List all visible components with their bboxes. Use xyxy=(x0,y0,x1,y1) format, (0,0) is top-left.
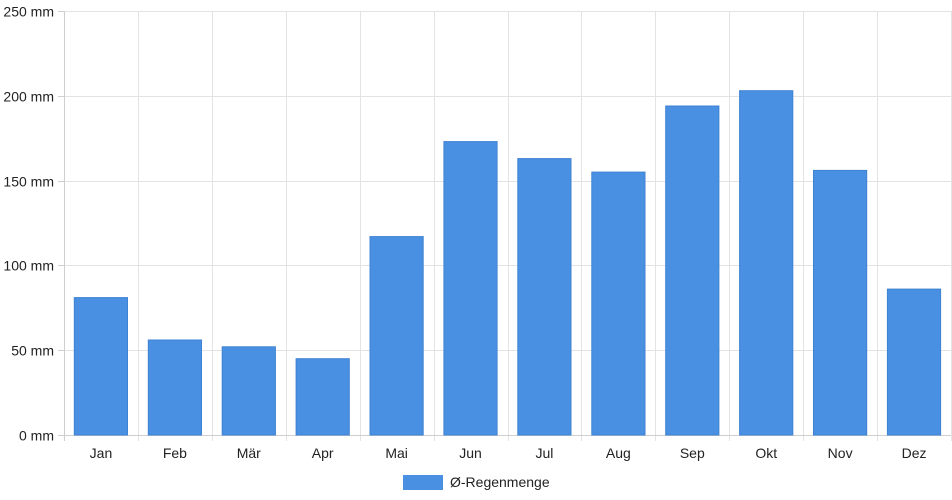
x-tick-label: Sep xyxy=(680,445,705,461)
bar-series xyxy=(73,90,942,436)
x-tick-label: Jun xyxy=(459,445,482,461)
x-tick-label: Aug xyxy=(606,445,631,461)
axes xyxy=(58,11,951,441)
grid-lines xyxy=(64,11,952,441)
bar-jun[interactable] xyxy=(443,141,498,436)
bar-jul[interactable] xyxy=(517,158,572,436)
x-tick-label: Feb xyxy=(163,445,187,461)
bar-jan[interactable] xyxy=(73,297,129,436)
x-tick-label: Jul xyxy=(536,445,554,461)
y-tick-label: 250 mm xyxy=(3,4,54,20)
y-tick-label: 100 mm xyxy=(3,258,54,274)
bar-okt[interactable] xyxy=(739,90,794,436)
legend-label[interactable]: Ø-Regenmenge xyxy=(450,474,550,490)
x-axis-tick-labels: Jan Feb Mär Apr Mai Jun Jul Aug Sep Okt Nov Dez xyxy=(90,445,927,461)
x-tick-label: Mai xyxy=(385,445,408,461)
x-tick-label: Apr xyxy=(312,445,334,461)
y-tick-label: 200 mm xyxy=(3,89,54,105)
bar-feb[interactable] xyxy=(147,339,203,436)
bar-sep[interactable] xyxy=(665,105,720,436)
bar-mai[interactable] xyxy=(369,236,424,436)
bar-aug[interactable] xyxy=(591,171,646,436)
x-tick-label: Mär xyxy=(237,445,261,461)
legend[interactable]: Ø-Regenmenge xyxy=(403,474,550,490)
x-tick-label: Okt xyxy=(755,445,777,461)
y-axis-tick-labels: 0 mm 50 mm 100 mm 150 mm 200 mm 250 mm xyxy=(3,4,54,444)
legend-swatch[interactable] xyxy=(403,475,443,490)
bar-dez[interactable] xyxy=(886,288,942,436)
y-tick-label: 150 mm xyxy=(3,174,54,190)
x-tick-label: Dez xyxy=(902,445,927,461)
x-tick-label: Nov xyxy=(828,445,853,461)
x-tick-label: Jan xyxy=(90,445,113,461)
bar-nov[interactable] xyxy=(813,169,868,436)
bar-apr[interactable] xyxy=(295,358,350,436)
y-tick-label: 50 mm xyxy=(11,343,54,359)
y-tick-label: 0 mm xyxy=(19,428,54,444)
bar-mär[interactable] xyxy=(221,346,276,436)
